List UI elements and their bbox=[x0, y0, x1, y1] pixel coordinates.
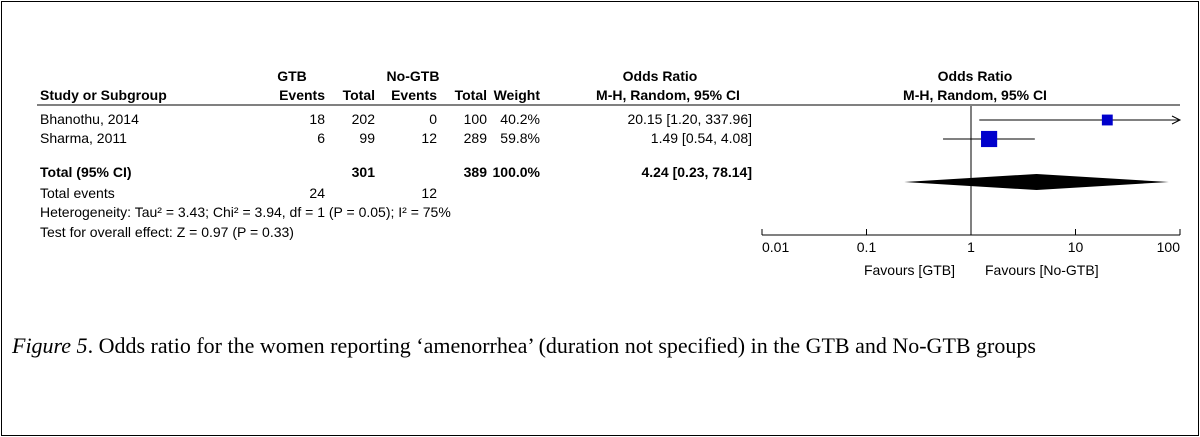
table-cell: 12 bbox=[421, 130, 437, 146]
total-cell: 301 bbox=[352, 164, 376, 180]
column-header: Events bbox=[391, 87, 437, 103]
x-tick-label: 0.1 bbox=[857, 239, 877, 255]
ci-arrow bbox=[1171, 115, 1182, 125]
study-name: Bhanothu, 2014 bbox=[40, 111, 139, 127]
forest-plot: GTB No-GTB Odds Ratio Study or Subgroup … bbox=[37, 68, 1182, 278]
total-cell: 4.24 [0.23, 78.14] bbox=[641, 164, 752, 180]
total-diamond bbox=[904, 174, 1169, 190]
table-cell: 18 bbox=[309, 111, 325, 127]
heterogeneity: Heterogeneity: Tau² = 3.43; Chi² = 3.94,… bbox=[40, 204, 451, 220]
caption-text: . Odds ratio for the women reporting ‘am… bbox=[87, 333, 1036, 358]
column-header: Events bbox=[279, 87, 325, 103]
table-cell: 20.15 [1.20, 337.96] bbox=[627, 111, 752, 127]
study-square bbox=[981, 130, 998, 148]
x-tick-label: 100 bbox=[1157, 239, 1181, 255]
events-cell: 12 bbox=[421, 185, 437, 201]
study-name: Sharma, 2011 bbox=[40, 130, 127, 146]
favours-left: Favours [GTB] bbox=[864, 262, 955, 278]
caption-label: Figure 5 bbox=[12, 333, 88, 358]
column-header: Study or Subgroup bbox=[40, 87, 167, 103]
events-cell: 24 bbox=[309, 185, 325, 201]
study-square bbox=[1101, 114, 1113, 126]
total-cell: 100.0% bbox=[493, 164, 541, 180]
group-header: Odds Ratio bbox=[623, 68, 698, 84]
caption: Figure 5. Odds ratio for the women repor… bbox=[12, 330, 1132, 361]
plot-title: Odds Ratio bbox=[938, 68, 1013, 84]
total-cell: 389 bbox=[464, 164, 488, 180]
group-header: No-GTB bbox=[387, 68, 440, 84]
x-tick-label: 0.01 bbox=[762, 239, 789, 255]
x-tick-label: 10 bbox=[1068, 239, 1084, 255]
x-tick-label: 1 bbox=[967, 239, 975, 255]
table-cell: 289 bbox=[464, 130, 488, 146]
table-cell: 99 bbox=[359, 130, 375, 146]
table-cell: 100 bbox=[464, 111, 488, 127]
table-cell: 40.2% bbox=[500, 111, 540, 127]
table-cell: 0 bbox=[429, 111, 437, 127]
favours-right: Favours [No-GTB] bbox=[985, 262, 1099, 278]
column-header: Total bbox=[343, 87, 375, 103]
table-cell: 6 bbox=[317, 130, 325, 146]
column-header: M-H, Random, 95% CI bbox=[596, 87, 740, 103]
total-label: Total (95% CI) bbox=[40, 164, 132, 180]
group-header: GTB bbox=[277, 68, 307, 84]
table-cell: 202 bbox=[352, 111, 376, 127]
events-label: Total events bbox=[40, 185, 115, 201]
overall-effect: Test for overall effect: Z = 0.97 (P = 0… bbox=[40, 224, 294, 240]
column-header: Weight bbox=[494, 87, 541, 103]
table-cell: 1.49 [0.54, 4.08] bbox=[651, 130, 752, 146]
column-header: Total bbox=[455, 87, 487, 103]
table-cell: 59.8% bbox=[500, 130, 540, 146]
plot-subtitle: M-H, Random, 95% CI bbox=[903, 87, 1047, 103]
